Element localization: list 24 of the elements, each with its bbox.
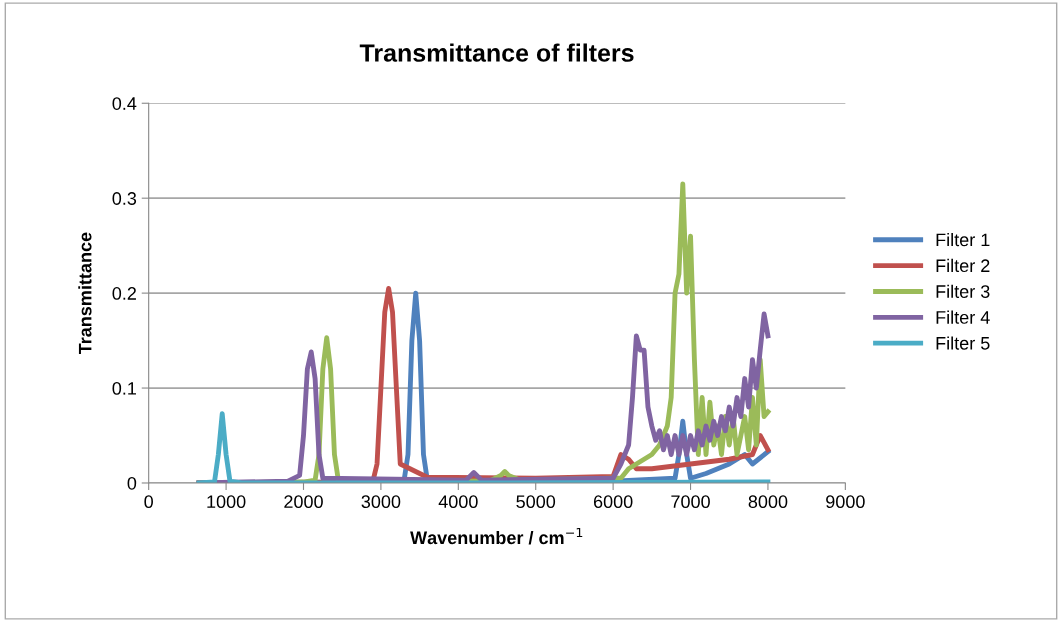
x-tick-label: 2000 [284,495,323,509]
x-tick-label: 0 [144,495,153,509]
legend-label: Filter 5 [936,336,990,350]
x-tick-label: 9000 [826,495,865,509]
x-axis-title: Wavenumber / cm$^{−1}$ [410,527,583,545]
y-tick-label: 0.3 [112,192,137,205]
y-tick-label: 0.2 [112,287,136,300]
x-tick-label: 7000 [671,495,710,509]
legend-label: Filter 2 [936,258,990,273]
y-axis-title: Transmittance [78,232,92,355]
y-tick-label: 0.1 [112,381,136,395]
x-tick-label: 3000 [361,495,401,509]
legend-label: Filter 3 [936,284,990,298]
y-tick-label: 0.4 [112,97,137,110]
legend-label: Filter 4 [936,310,990,324]
line-series [196,411,771,483]
chart-title: Transmittance of filters [359,43,634,62]
x-tick-label: 6000 [593,495,633,509]
x-tick-label: 5000 [516,495,556,509]
x-tick-label: 4000 [438,495,478,509]
y-tick-label: 0 [127,476,137,490]
x-tick-label: 1000 [207,495,246,509]
legend-label: Filter 1 [936,232,990,247]
x-tick-label: 8000 [748,495,788,509]
